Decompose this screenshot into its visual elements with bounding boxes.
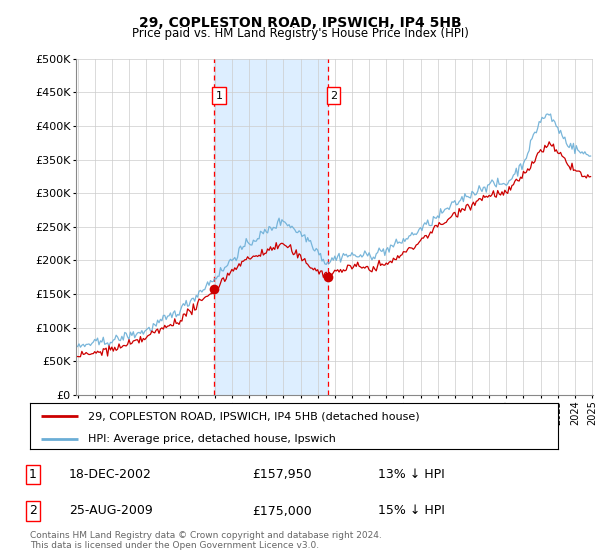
Bar [214, 59, 328, 395]
Text: 1: 1 [216, 91, 223, 101]
Text: 2: 2 [29, 505, 37, 517]
Text: 25-AUG-2009: 25-AUG-2009 [69, 505, 153, 517]
Text: 18-DEC-2002: 18-DEC-2002 [69, 468, 152, 481]
Text: HPI: Average price, detached house, Ipswich: HPI: Average price, detached house, Ipsw… [88, 434, 336, 444]
Text: £175,000: £175,000 [252, 505, 312, 517]
Text: 29, COPLESTON ROAD, IPSWICH, IP4 5HB (detached house): 29, COPLESTON ROAD, IPSWICH, IP4 5HB (de… [88, 411, 420, 421]
Text: Contains HM Land Registry data © Crown copyright and database right 2024.
This d: Contains HM Land Registry data © Crown c… [30, 531, 382, 550]
Text: Price paid vs. HM Land Registry's House Price Index (HPI): Price paid vs. HM Land Registry's House … [131, 27, 469, 40]
Text: 1: 1 [29, 468, 37, 481]
Text: 29, COPLESTON ROAD, IPSWICH, IP4 5HB: 29, COPLESTON ROAD, IPSWICH, IP4 5HB [139, 16, 461, 30]
Text: 13% ↓ HPI: 13% ↓ HPI [378, 468, 445, 481]
Text: £157,950: £157,950 [252, 468, 311, 481]
Text: 2: 2 [330, 91, 337, 101]
Text: 15% ↓ HPI: 15% ↓ HPI [378, 505, 445, 517]
